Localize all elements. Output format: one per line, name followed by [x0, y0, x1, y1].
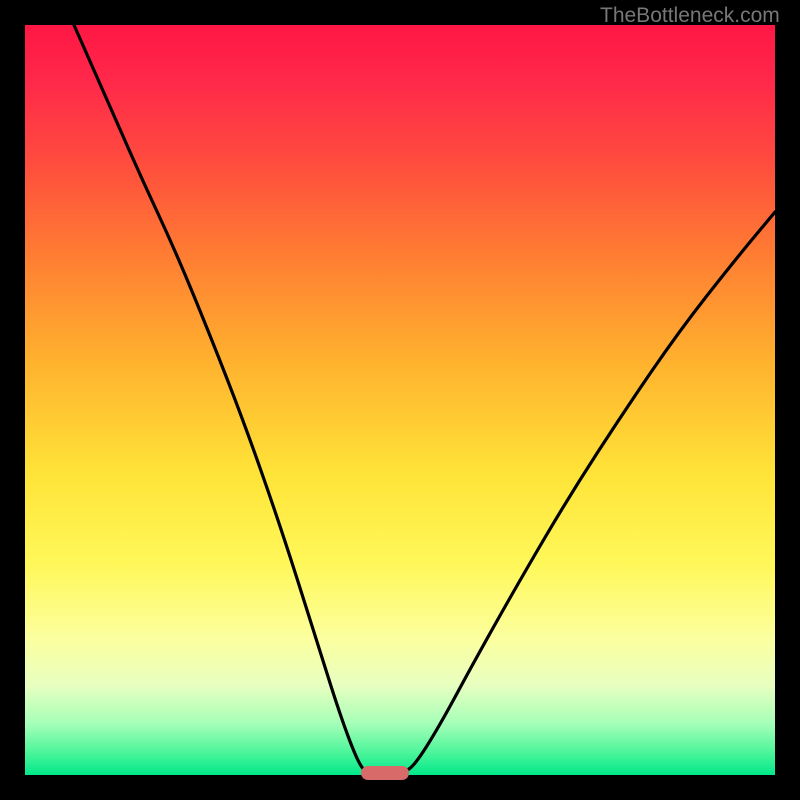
- v-curve-line: [74, 25, 775, 773]
- outer-frame: TheBottleneck.com: [0, 0, 800, 800]
- vertex-marker: [361, 766, 409, 780]
- chart-svg: [0, 0, 800, 800]
